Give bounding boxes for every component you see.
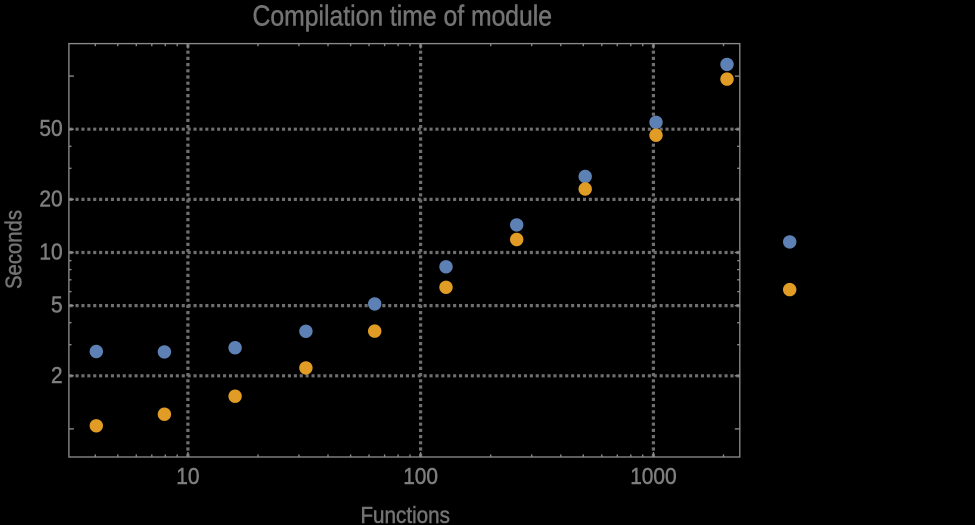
svg-text:Compilation time of module: Compilation time of module (253, 1, 553, 33)
svg-text:1000: 1000 (630, 463, 676, 489)
svg-text:Seconds: Seconds (0, 210, 26, 289)
svg-text:20: 20 (39, 185, 62, 211)
svg-text:5: 5 (51, 292, 63, 318)
svg-text:100: 100 (403, 463, 438, 489)
svg-text:2: 2 (51, 362, 63, 388)
svg-text:Functions: Functions (360, 502, 450, 525)
svg-text:50: 50 (39, 115, 62, 141)
svg-text:10: 10 (39, 239, 62, 265)
svg-text:10: 10 (176, 463, 199, 489)
